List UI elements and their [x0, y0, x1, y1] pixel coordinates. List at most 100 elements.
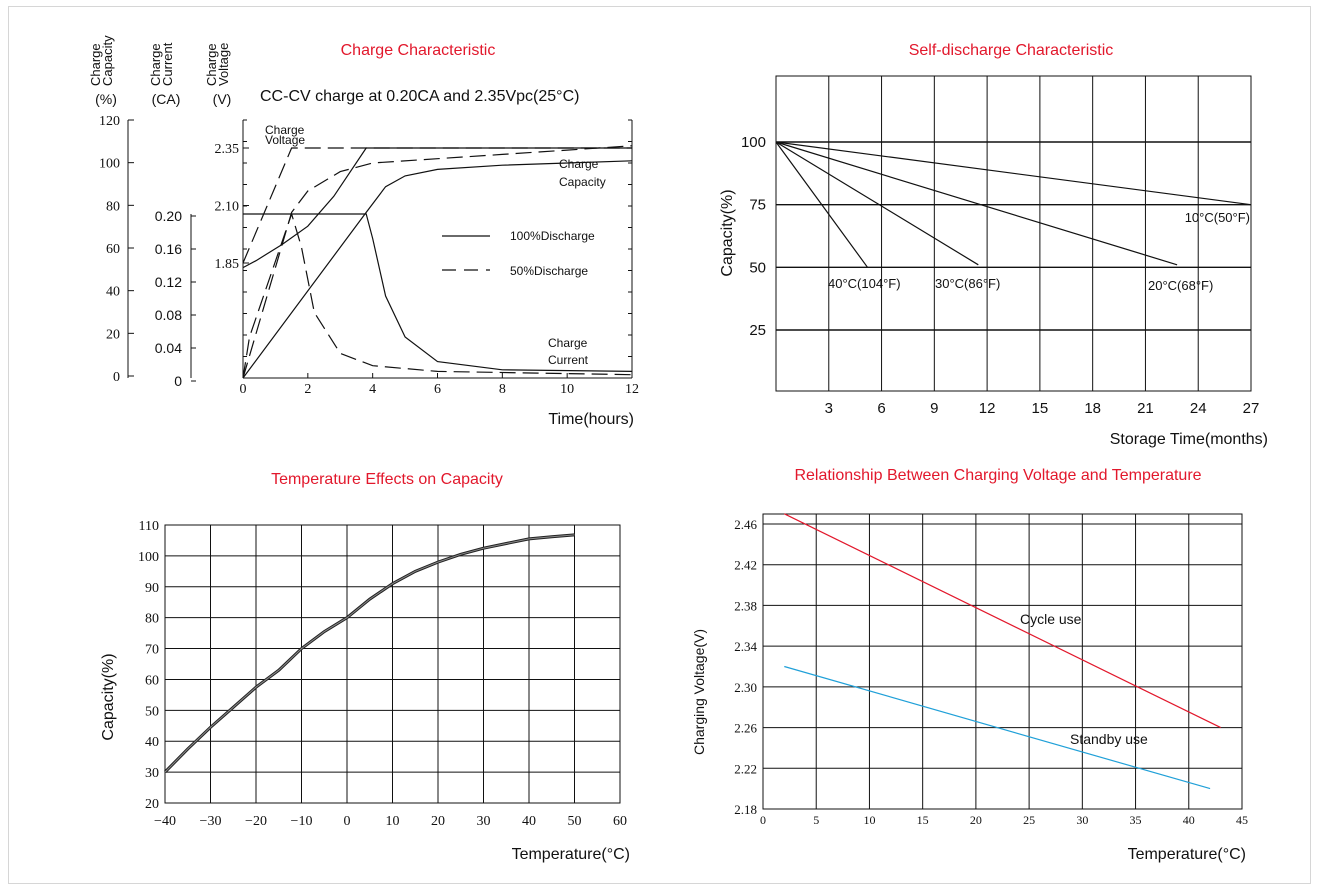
charge-x-tick-label: 2 — [304, 382, 311, 397]
axis-title-line: Current — [160, 42, 175, 86]
temperature-capacity-curve-outer — [163, 533, 575, 774]
temperature-capacity-y-tick-label: 80 — [145, 612, 159, 627]
self-discharge-grid — [775, 75, 1252, 392]
self-discharge-series-labels: 40°C(104°F) 30°C(86°F) 20°C(68°F) 10°C(50°F… — [828, 210, 1250, 293]
charging-voltage-y-tick-label: 2.42 — [734, 558, 757, 573]
self-discharge-line — [775, 141, 979, 266]
self-discharge-ticks: 3 6 9 12 15 18 21 24 27 100 75 50 25 — [741, 134, 1259, 417]
self-discharge-x-tick-label: 3 — [825, 400, 833, 417]
charging-voltage-x-tick-label: 40 — [1183, 813, 1195, 827]
charge-series — [242, 145, 633, 379]
charging-voltage-x-tick-label: 20 — [970, 813, 982, 827]
temperature-capacity-y-tick-label: 110 — [139, 519, 159, 534]
charging-voltage-line — [784, 665, 1211, 790]
current-tick-label: 0.12 — [155, 274, 182, 290]
temperature-capacity-series — [163, 533, 575, 774]
self-discharge-x-tick-label: 27 — [1243, 400, 1260, 417]
charge-series-voltage-50 — [242, 147, 632, 264]
axis-title-line: Voltage — [216, 43, 231, 86]
temperature-capacity-x-tick-label: 50 — [568, 814, 582, 829]
charge-x-tick-label: 4 — [369, 382, 376, 397]
temperature-capacity-y-tick-label: 40 — [145, 735, 159, 750]
self-discharge-x-tick-label: 24 — [1190, 400, 1207, 417]
axis-title-line: Charge — [148, 43, 163, 86]
self-discharge-series-label: 10°C(50°F) — [1185, 210, 1250, 225]
axis-title-line: Charge — [204, 43, 219, 86]
chart-title-charge: Charge Characteristic — [341, 42, 496, 59]
temperature-capacity-grid — [164, 524, 621, 804]
self-discharge-y-tick-label: 100 — [741, 134, 766, 151]
charging-voltage-x-tick-label: 10 — [863, 813, 875, 827]
temperature-capacity-x-tick-label: 20 — [431, 814, 445, 829]
charging-voltage-ticks: 0 5 10 15 20 25 30 35 40 45 2.46 2.42 2.38 2.34 2.30 2.… — [734, 517, 1248, 827]
charge-x-tick-label: 0 — [240, 382, 247, 397]
self-discharge-series-label: 40°C(104°F) — [828, 276, 901, 291]
charging-voltage-chart: 0 5 10 15 20 25 30 35 40 45 2.46 2.42 2.38 2.34 2.30 2.… — [691, 513, 1248, 863]
self-discharge-x-tick-label: 6 — [877, 400, 885, 417]
self-discharge-x-tick-label: 21 — [1137, 400, 1154, 417]
charging-voltage-frame — [762, 513, 1243, 810]
legend-label-50-discharge: 50%Discharge — [510, 264, 588, 278]
self-discharge-y-tick-label: 25 — [749, 322, 766, 339]
self-discharge-y-tick-label: 50 — [749, 259, 766, 276]
current-tick-label: 0.16 — [155, 241, 182, 257]
charging-voltage-y-tick-label: 2.34 — [734, 639, 757, 654]
annotation-charge-voltage-line1: Charge — [265, 123, 305, 137]
temperature-capacity-x-tick-label: 60 — [613, 814, 627, 829]
current-tick-label: 0.20 — [155, 208, 182, 224]
self-discharge-series — [775, 141, 1252, 268]
capacity-tick-label: 40 — [106, 285, 120, 300]
axis-title-line: Capacity — [100, 35, 115, 86]
charging-voltage-x-tick-label: 35 — [1130, 813, 1142, 827]
charging-voltage-x-tick-label: 15 — [917, 813, 929, 827]
temperature-capacity-y-tick-label: 60 — [145, 673, 159, 688]
annotation-charge-current-line2: Current — [548, 353, 589, 367]
charging-voltage-x-tick-label: 45 — [1236, 813, 1248, 827]
charge-chart-subtitle: CC-CV charge at 0.20CA and 2.35Vpc(25°C) — [260, 88, 579, 105]
charging-voltage-x-axis-title: Temperature(°C) — [1128, 846, 1246, 863]
legend-label-100-discharge: 100%Discharge — [510, 229, 595, 243]
charge-x-tick-label: 12 — [625, 382, 639, 397]
charging-voltage-y-tick-label: 2.18 — [734, 802, 757, 817]
temperature-capacity-x-tick-label: 0 — [344, 814, 351, 829]
charging-voltage-y-tick-label: 2.30 — [734, 680, 757, 695]
current-tick-label: 0.04 — [155, 340, 182, 356]
self-discharge-line — [775, 141, 1252, 206]
temperature-capacity-x-tick-label: 40 — [522, 814, 536, 829]
annotation-charge-current-line1: Charge — [548, 336, 588, 350]
charging-voltage-x-tick-label: 5 — [813, 813, 819, 827]
temperature-capacity-curve-inner — [164, 534, 575, 773]
charge-series-capacity-100 — [242, 160, 633, 379]
charging-voltage-x-tick-label: 30 — [1076, 813, 1088, 827]
charging-voltage-y-tick-label: 2.26 — [734, 721, 757, 736]
voltage-tick-label: 2.10 — [215, 200, 240, 215]
charge-series-current-100 — [243, 213, 633, 372]
self-discharge-x-tick-label: 18 — [1084, 400, 1101, 417]
self-discharge-x-tick-label: 9 — [930, 400, 938, 417]
axis-title-line: Charge — [88, 43, 103, 86]
charging-voltage-y-tick-label: 2.38 — [734, 598, 757, 613]
capacity-tick-label: 100 — [99, 157, 120, 172]
charging-voltage-x-tick-label: 25 — [1023, 813, 1035, 827]
charging-voltage-series — [784, 513, 1221, 790]
capacity-tick-label: 0 — [113, 370, 120, 385]
voltage-tick-label: 1.85 — [215, 257, 240, 272]
self-discharge-chart: 3 6 9 12 15 18 21 24 27 100 75 50 25 40°C(104°F) 30°C… — [719, 75, 1268, 448]
charge-series-current-50 — [242, 212, 633, 379]
capacity-tick-label: 60 — [106, 242, 120, 257]
axis-unit-label: (%) — [95, 91, 117, 107]
self-discharge-line — [775, 141, 868, 268]
charging-voltage-y-tick-label: 2.22 — [734, 761, 757, 776]
self-discharge-y-tick-label: 75 — [749, 197, 766, 214]
voltage-tick-label: 2.35 — [215, 142, 240, 157]
charge-ticks: 0 2 4 6 8 10 12 120 100 80 60 40 20 0 0.20 0.16 0.12 0.08… — [99, 114, 639, 397]
temperature-capacity-y-tick-label: 30 — [145, 766, 159, 781]
axis-unit-label: (V) — [213, 91, 232, 107]
charging-voltage-y-tick-label: 2.46 — [734, 517, 757, 532]
self-discharge-series-label: 20°C(68°F) — [1148, 278, 1213, 293]
chart-title-temperature: Temperature Effects on Capacity — [271, 471, 503, 488]
temperature-capacity-y-tick-label: 50 — [145, 704, 159, 719]
charge-x-tick-label: 8 — [499, 382, 506, 397]
charging-voltage-series-labels: Cycle use Standby use — [1020, 611, 1148, 747]
self-discharge-frame — [775, 75, 1252, 392]
